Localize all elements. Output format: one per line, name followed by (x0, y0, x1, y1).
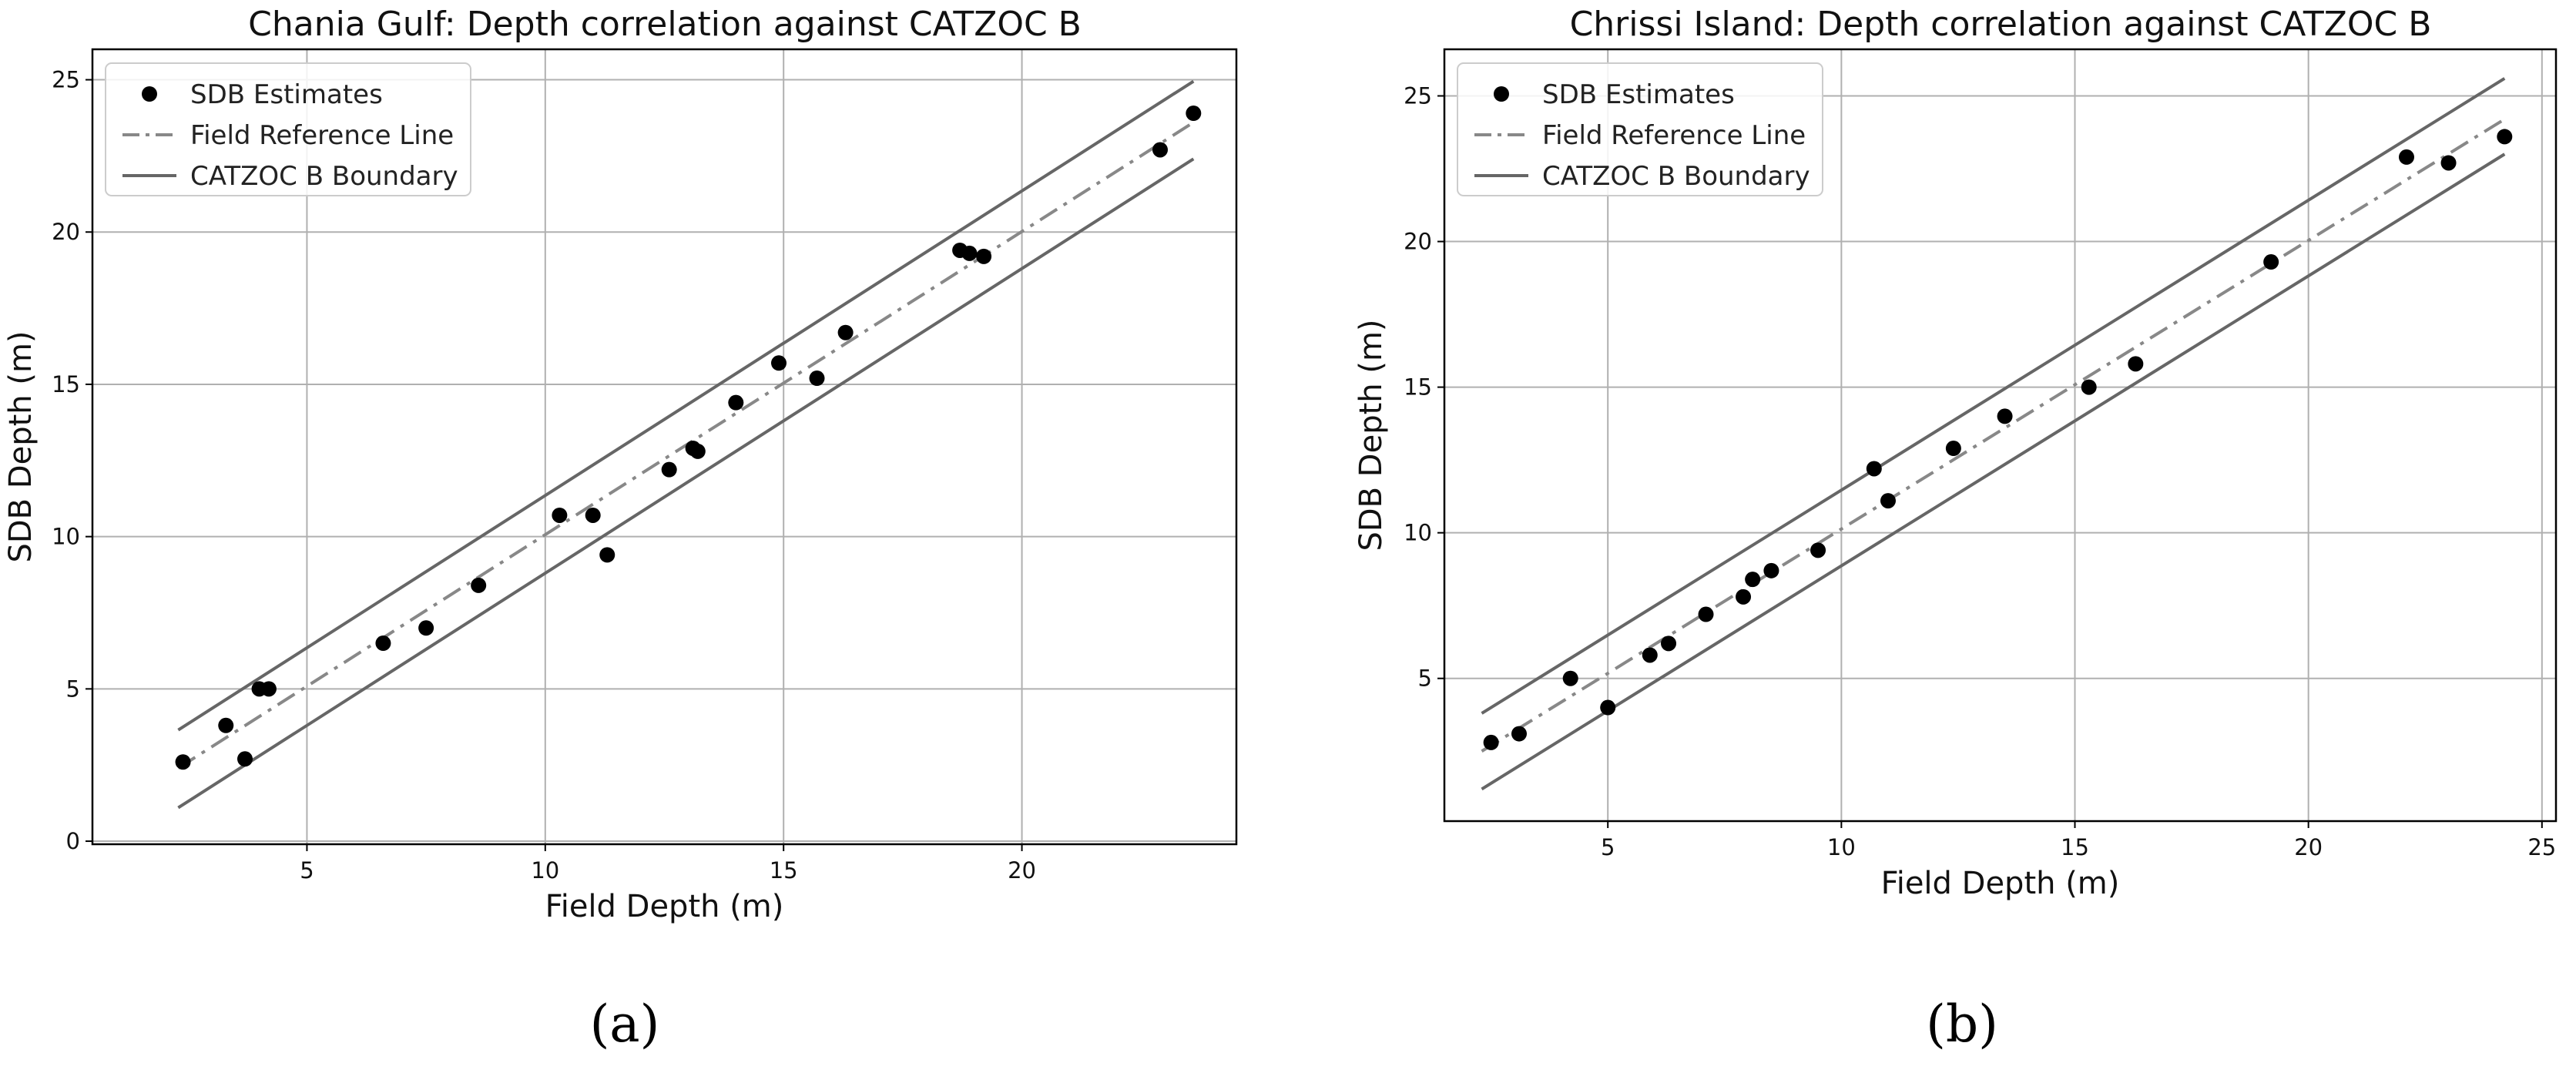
data-point (1600, 699, 1616, 716)
x-tick-label: 15 (770, 857, 798, 884)
data-point (2128, 356, 2144, 372)
legend-marker-points (142, 86, 157, 102)
panel-label: (b) (1926, 994, 1998, 1054)
boundary-line (1481, 77, 2506, 715)
plot-frame (91, 48, 1238, 846)
legend-marker-points (1494, 86, 1509, 102)
boundary-line (1481, 153, 2506, 791)
panel-label: (a) (590, 994, 660, 1054)
x-axis-label: Field Depth (m) (1881, 866, 2120, 901)
data-point (728, 394, 744, 411)
data-point (1997, 408, 2013, 424)
data-point (2398, 149, 2414, 165)
data-point (1880, 493, 1896, 509)
x-tick-label: 5 (300, 857, 314, 884)
data-point (1186, 106, 1202, 122)
data-point (1745, 572, 1761, 588)
data-point (1642, 647, 1658, 663)
data-point (961, 245, 978, 261)
y-axis-label: SDB Depth (m) (1353, 319, 1389, 551)
y-tick-label: 15 (1404, 374, 1432, 401)
legend-label: Field Reference Line (190, 120, 454, 151)
plot-frame (1443, 48, 2558, 823)
x-tick-label: 15 (2061, 834, 2089, 860)
data-point (2440, 155, 2457, 171)
legend-box (105, 62, 471, 196)
y-tick-label: 10 (52, 524, 80, 550)
data-point (1810, 542, 1826, 558)
x-tick-label: 20 (1008, 857, 1036, 884)
legend: SDB Estimates Field Reference Line CATZOC … (1457, 62, 1823, 196)
data-point (1483, 734, 1499, 750)
y-tick-label: 15 (52, 371, 80, 397)
data-point (585, 507, 601, 523)
boundary-line (177, 79, 1195, 732)
x-tick-label: 5 (1601, 834, 1615, 860)
y-tick-label: 25 (52, 67, 80, 93)
x-tick-label: 20 (2294, 834, 2323, 860)
data-point (1736, 588, 1752, 605)
data-point (2263, 254, 2279, 270)
data-point (1763, 562, 1779, 578)
data-point (809, 371, 825, 387)
data-point (1562, 670, 1578, 686)
data-point (1661, 635, 1677, 652)
x-tick-label: 25 (2527, 834, 2556, 860)
data-point (1511, 726, 1528, 742)
data-point (237, 751, 253, 767)
data-point (1866, 461, 1882, 477)
legend-box (1457, 62, 1823, 196)
x-tick-label: 10 (531, 857, 559, 884)
data-point (175, 754, 191, 770)
y-tick-label: 5 (1418, 666, 1432, 692)
data-point (418, 620, 434, 636)
data-point (1152, 142, 1168, 158)
data-point (1945, 441, 1961, 457)
x-axis-label: Field Depth (m) (545, 889, 784, 924)
data-point (552, 507, 568, 523)
legend: SDB Estimates Field Reference Line CATZOC … (105, 62, 471, 196)
reference-line (1481, 118, 2506, 753)
reference-line (177, 121, 1195, 770)
data-point (218, 717, 234, 733)
y-axis-label: SDB Depth (m) (3, 330, 39, 562)
legend-label: CATZOC B Boundary (1542, 161, 1810, 192)
data-point (375, 635, 391, 652)
data-point (471, 577, 487, 593)
data-point (689, 443, 706, 459)
y-tick-label: 20 (1404, 229, 1432, 255)
y-tick-label: 5 (66, 676, 80, 702)
chart-title: Chania Gulf: Depth correlation against C… (248, 5, 1082, 44)
data-point (771, 355, 787, 371)
y-tick-label: 20 (52, 219, 80, 245)
data-point (837, 324, 854, 340)
chart-a: 5 10 15 20 0 5 10 15 20 25 Chania Gulf: Depth corr… (3, 5, 1238, 1054)
data-point (599, 547, 615, 563)
data-point (260, 681, 277, 697)
legend-label: CATZOC B Boundary (190, 161, 458, 192)
legend-label: Field Reference Line (1542, 120, 1806, 151)
y-tick-label: 10 (1404, 520, 1432, 546)
legend-label: SDB Estimates (190, 79, 383, 110)
legend-label: SDB Estimates (1542, 79, 1735, 110)
y-tick-label: 25 (1404, 82, 1432, 109)
x-tick-label: 10 (1827, 834, 1856, 860)
data-point (976, 248, 992, 264)
chart-b: 5 10 15 20 25 5 10 15 20 25 Chrissi Island: Depth … (1353, 5, 2558, 1054)
data-point (2497, 129, 2513, 145)
data-point (661, 461, 677, 478)
y-tick-label: 0 (66, 828, 80, 854)
data-point (2081, 379, 2097, 395)
boundary-line (177, 157, 1195, 810)
data-point (1698, 606, 1714, 622)
chart-title: Chrissi Island: Depth correlation agains… (1570, 5, 2432, 44)
